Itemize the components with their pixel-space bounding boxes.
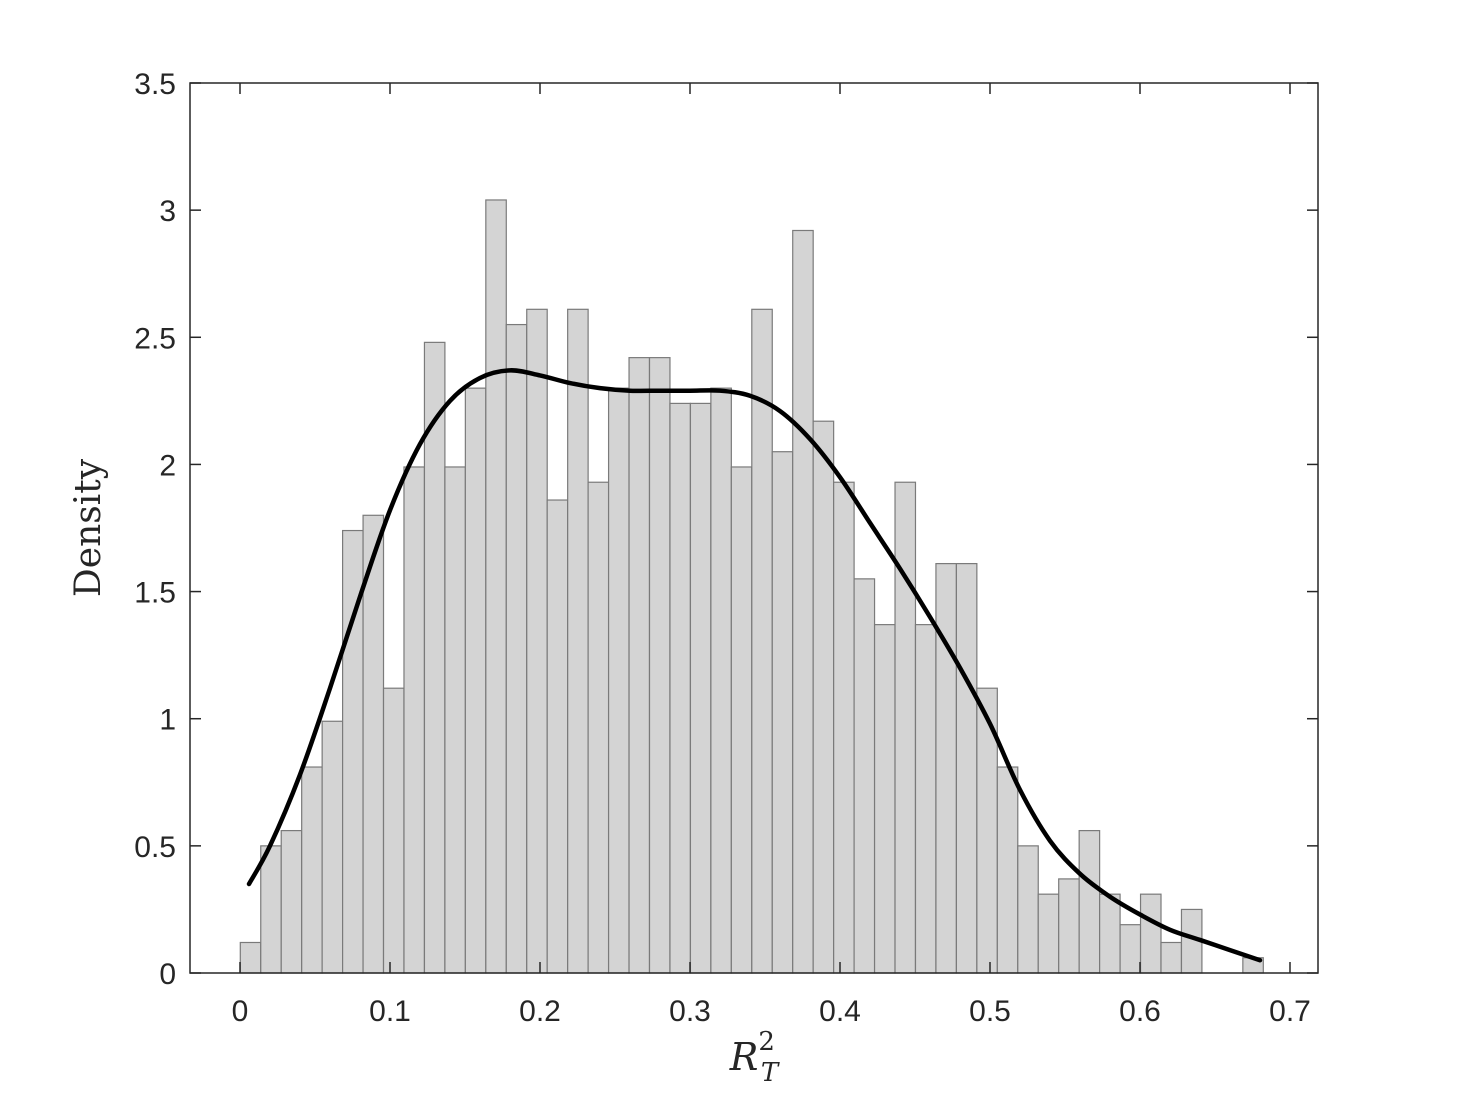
histogram-bar (771, 451, 794, 974)
histogram-bar (607, 387, 630, 974)
histogram-bar (301, 766, 323, 974)
y-tick-labels: 0 0.5 1 1.5 2 2.5 3 3.5 (134, 68, 176, 991)
x-tick-label: 0.5 (969, 995, 1011, 1028)
x-axis-label-sup: 2 (758, 1027, 775, 1057)
histogram-bar (1058, 878, 1080, 974)
x-axis-label-base: R (729, 1035, 759, 1079)
x-tick-label: 0.7 (1269, 995, 1311, 1028)
x-tick-label: 0.3 (669, 995, 711, 1028)
x-tick-label: 0.6 (1119, 995, 1161, 1028)
histogram-bar (669, 402, 692, 974)
histogram-bar (321, 720, 344, 974)
histogram-bar (792, 229, 814, 974)
histogram-bar (628, 357, 651, 974)
x-tick-label: 0 (232, 995, 249, 1028)
x-tick-label: 0.2 (519, 995, 561, 1028)
histogram-bar (730, 466, 753, 974)
histogram-bar (403, 466, 426, 974)
x-axis-label: R2 T (729, 1027, 780, 1088)
x-tick-label: 0.1 (369, 995, 411, 1028)
histogram-bar (648, 357, 671, 974)
histogram-bar (423, 341, 446, 974)
histogram-bar (464, 387, 487, 974)
histogram-bar (812, 420, 835, 974)
density-curve (246, 368, 1263, 963)
histogram-bar (505, 323, 528, 974)
y-tick-label: 0.5 (134, 831, 176, 864)
y-axis-label: Density (68, 458, 109, 597)
histogram-bar (914, 624, 937, 974)
histogram-bar (751, 308, 773, 974)
histogram-bar (1099, 893, 1121, 974)
y-tick-label: 2 (159, 449, 176, 482)
x-tick-label: 0.4 (819, 995, 861, 1028)
histogram-bar (546, 499, 569, 974)
histogram-bar (853, 578, 876, 974)
y-tick-label: 0 (159, 958, 176, 991)
axis-ticks (190, 82, 1318, 974)
axes-box (189, 82, 1319, 974)
histogram-bar (382, 687, 405, 974)
histogram-bar (280, 829, 303, 974)
y-tick-label: 3.5 (134, 68, 176, 101)
histogram-bars (239, 199, 1264, 974)
histogram-bar (833, 481, 855, 974)
histogram-bar (1017, 845, 1039, 974)
histogram-bar (935, 562, 958, 974)
histogram-bar (485, 199, 507, 974)
histogram-bar (587, 481, 610, 974)
histogram-bar (526, 308, 548, 974)
histogram-bar (1037, 893, 1060, 974)
histogram-bar (1119, 924, 1142, 974)
histogram-bar (444, 466, 466, 974)
x-tick-labels: 0 0.1 0.2 0.3 0.4 0.5 0.6 0.7 (232, 995, 1311, 1028)
histogram-bar (955, 562, 978, 974)
histogram-bar (710, 387, 732, 974)
histogram-bar (689, 402, 712, 974)
y-tick-label: 3 (159, 195, 176, 228)
histogram-bar (567, 308, 589, 974)
y-tick-label: 1 (159, 704, 176, 737)
histogram-bar (894, 481, 917, 974)
y-tick-label: 1.5 (134, 577, 176, 610)
histogram-bar (1160, 941, 1183, 974)
histogram-bar (996, 766, 1019, 974)
y-tick-label: 2.5 (134, 322, 176, 355)
histogram-bar (260, 845, 282, 974)
x-axis-label-sub: T (761, 1058, 780, 1088)
histogram-bar (1078, 829, 1101, 974)
histogram-bar (239, 941, 262, 974)
histogram-bar (1139, 893, 1162, 974)
histogram-bar (873, 624, 896, 974)
